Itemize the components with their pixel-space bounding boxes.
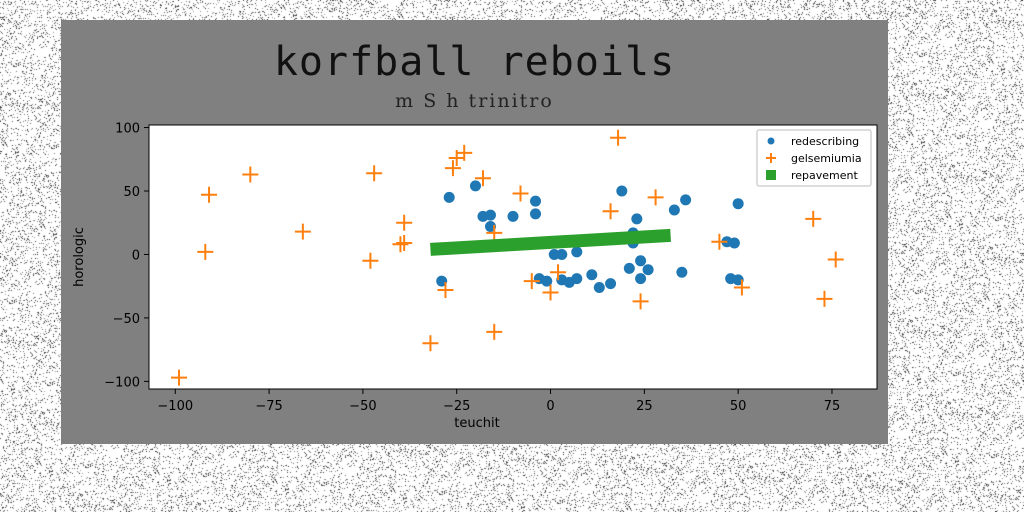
data-point-redescribing (616, 185, 628, 197)
data-point-redescribing (676, 266, 688, 278)
data-point-gelsemiumia (422, 335, 439, 352)
legend-box (756, 129, 872, 187)
x-axis-label: teuchit (454, 416, 499, 431)
data-point-gelsemiumia (294, 223, 311, 240)
data-point-gelsemiumia (512, 185, 529, 202)
data-point-gelsemiumia (197, 243, 214, 260)
data-point-gelsemiumia (396, 235, 413, 252)
scatter-plot: −100 −75 −50 −25 0 25 50 75 −100 −50 0 50 100 teuchit… (72, 122, 878, 431)
y-tick-label: −50 (113, 312, 140, 327)
data-point-gelsemiumia (733, 279, 750, 296)
data-point-gelsemiumia (711, 233, 728, 250)
data-point-redescribing (571, 273, 583, 285)
data-point-redescribing (556, 248, 568, 260)
data-point-gelsemiumia (437, 282, 454, 298)
y-tick-label: 100 (115, 122, 140, 137)
x-tick-label: 25 (636, 399, 653, 414)
data-point-redescribing (732, 274, 744, 286)
x-tick-label: −25 (443, 399, 470, 414)
data-point-redescribing (623, 262, 635, 274)
data-point-redescribing (530, 208, 542, 220)
data-point-gelsemiumia (632, 293, 649, 310)
x-tick-label: 75 (824, 399, 841, 414)
x-tick-label: −50 (349, 399, 376, 414)
x-tick-label: −100 (157, 399, 193, 414)
data-point-redescribing (436, 275, 448, 287)
data-point-gelsemiumia (456, 144, 473, 161)
data-point-gelsemiumia (396, 214, 413, 231)
data-point-gelsemiumia (542, 284, 559, 301)
data-point-redescribing (593, 281, 605, 293)
data-point-gelsemiumia (610, 129, 627, 146)
data-point-redescribing (642, 264, 654, 276)
data-point-redescribing (586, 269, 598, 281)
x-tick-label: 0 (546, 399, 554, 414)
data-point-gelsemiumia (486, 323, 503, 340)
data-point-redescribing (541, 275, 553, 287)
data-point-redescribing (605, 278, 617, 290)
chart-subtitle: m S h trinitro (395, 90, 554, 112)
data-point-gelsemiumia (486, 224, 503, 241)
data-point-gelsemiumia (816, 290, 833, 307)
data-point-gelsemiumia (362, 252, 379, 269)
data-point-redescribing (571, 246, 583, 258)
data-point-gelsemiumia (805, 210, 822, 227)
legend-label-gelsemiumia: gelsemiumia (791, 152, 862, 165)
legend-marker-repavement (766, 170, 776, 180)
data-point-redescribing (507, 210, 519, 222)
data-point-redescribing (732, 198, 744, 210)
data-point-gelsemiumia (523, 273, 540, 290)
data-point-redescribing (668, 204, 680, 216)
y-tick-label: 0 (132, 248, 140, 263)
y-tick-label: 50 (123, 185, 140, 200)
data-point-gelsemiumia (474, 170, 491, 187)
chart-title: korfball reboils (273, 39, 676, 85)
data-point-redescribing (443, 191, 455, 203)
data-point-redescribing (469, 180, 481, 192)
data-point-redescribing (484, 209, 496, 221)
data-point-gelsemiumia (550, 264, 567, 281)
data-point-gelsemiumia (602, 203, 619, 220)
legend-label-repavement: repavement (791, 169, 859, 182)
y-tick-label: −100 (104, 375, 140, 390)
data-point-redescribing (635, 273, 647, 285)
legend-label-redescribing: redescribing (791, 135, 859, 148)
y-axis-label: horologic (72, 227, 87, 287)
data-point-gelsemiumia (242, 166, 259, 183)
legend-marker-gelsemiumia (766, 153, 776, 163)
data-point-gelsemiumia (171, 369, 188, 386)
data-point-redescribing (728, 237, 740, 249)
data-point-redescribing (530, 195, 542, 207)
data-point-gelsemiumia (647, 189, 664, 206)
x-tick-label: 50 (730, 399, 747, 414)
plot-area (148, 124, 878, 390)
x-tick-label: −75 (255, 399, 282, 414)
data-point-redescribing (484, 221, 496, 233)
chart-figure: korfball reboils m S h trinitro −100 −75−… (61, 20, 888, 444)
data-point-redescribing (631, 213, 643, 225)
data-point-gelsemiumia (444, 160, 461, 177)
data-point-redescribing (680, 194, 692, 206)
data-point-redescribing (635, 255, 647, 267)
data-point-gelsemiumia (366, 165, 383, 182)
data-point-gelsemiumia (201, 186, 218, 203)
data-point-gelsemiumia (392, 236, 409, 253)
legend-marker-redescribing (767, 137, 775, 145)
data-line-repavement (430, 228, 671, 256)
data-point-gelsemiumia (827, 251, 844, 268)
